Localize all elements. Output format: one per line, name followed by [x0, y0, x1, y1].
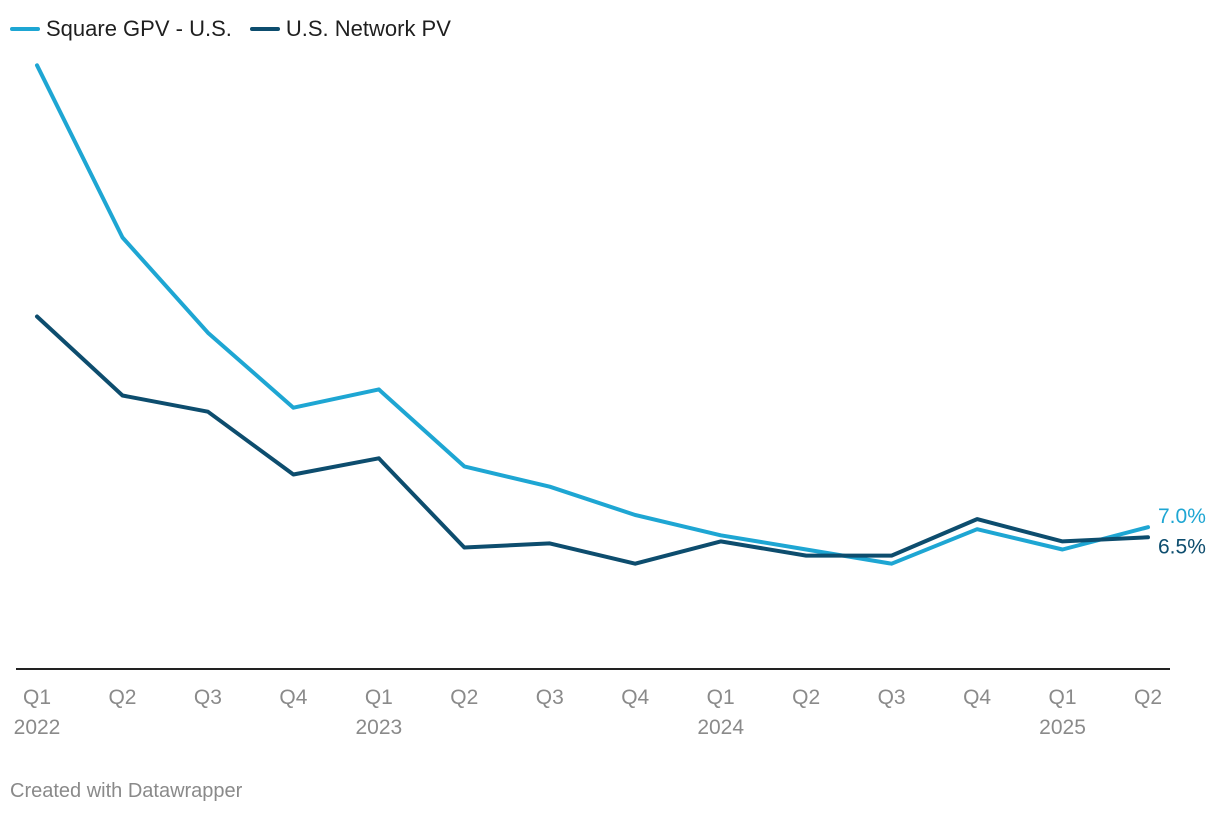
legend-label-square-gpv: Square GPV - U.S. [46, 16, 232, 41]
x-tick-label: Q2 [1134, 686, 1162, 709]
x-tick-label: Q2 [450, 686, 478, 709]
x-year-label: 2022 [14, 716, 61, 739]
x-tick-label: Q4 [279, 686, 307, 709]
x-axis-ticks: Q1 2022 Q2 Q3 Q4 Q1 2023 Q2 Q3 Q4 Q1 2024 Q2 Q3 Q4 Q1 20… [14, 686, 1162, 739]
legend-label-network-pv: U.S. Network PV [285, 16, 451, 41]
x-tick-label: Q1 [707, 686, 735, 709]
end-labels: 7.0% 6.5% [1158, 505, 1206, 558]
legend: Square GPV - U.S. U.S. Network PV [10, 16, 451, 42]
x-tick-label: Q1 [23, 686, 51, 709]
legend-swatch-square-gpv [10, 27, 40, 31]
series-line-0[interactable] [35, 63, 1150, 566]
x-tick-label: Q4 [621, 686, 649, 709]
x-tick-label: Q2 [108, 686, 136, 709]
x-tick-label: Q4 [963, 686, 991, 709]
x-tick-label: Q3 [878, 686, 906, 709]
series-end-label-1: 6.5% [1158, 535, 1206, 558]
legend-swatch-network-pv [249, 27, 280, 31]
series-line-1[interactable] [35, 314, 1150, 566]
x-tick-label: Q2 [792, 686, 820, 709]
x-year-label: 2025 [1039, 716, 1086, 739]
series-layer [35, 63, 1150, 566]
x-tick-label: Q3 [194, 686, 222, 709]
legend-item-square-gpv[interactable]: Square GPV - U.S. [10, 16, 232, 42]
x-year-label: 2024 [697, 716, 744, 739]
x-tick-label: Q1 [365, 686, 393, 709]
x-tick-label: Q1 [1049, 686, 1077, 709]
series-end-label-0: 7.0% [1158, 505, 1206, 528]
line-chart: Q1 2022 Q2 Q3 Q4 Q1 2023 Q2 Q3 Q4 Q1 2024 Q2 Q3 Q4 Q1 20… [14, 63, 1206, 739]
footer-credit: Created with Datawrapper [10, 780, 243, 802]
x-tick-label: Q3 [536, 686, 564, 709]
legend-item-network-pv[interactable]: U.S. Network PV [249, 16, 451, 42]
x-year-label: 2023 [355, 716, 402, 739]
